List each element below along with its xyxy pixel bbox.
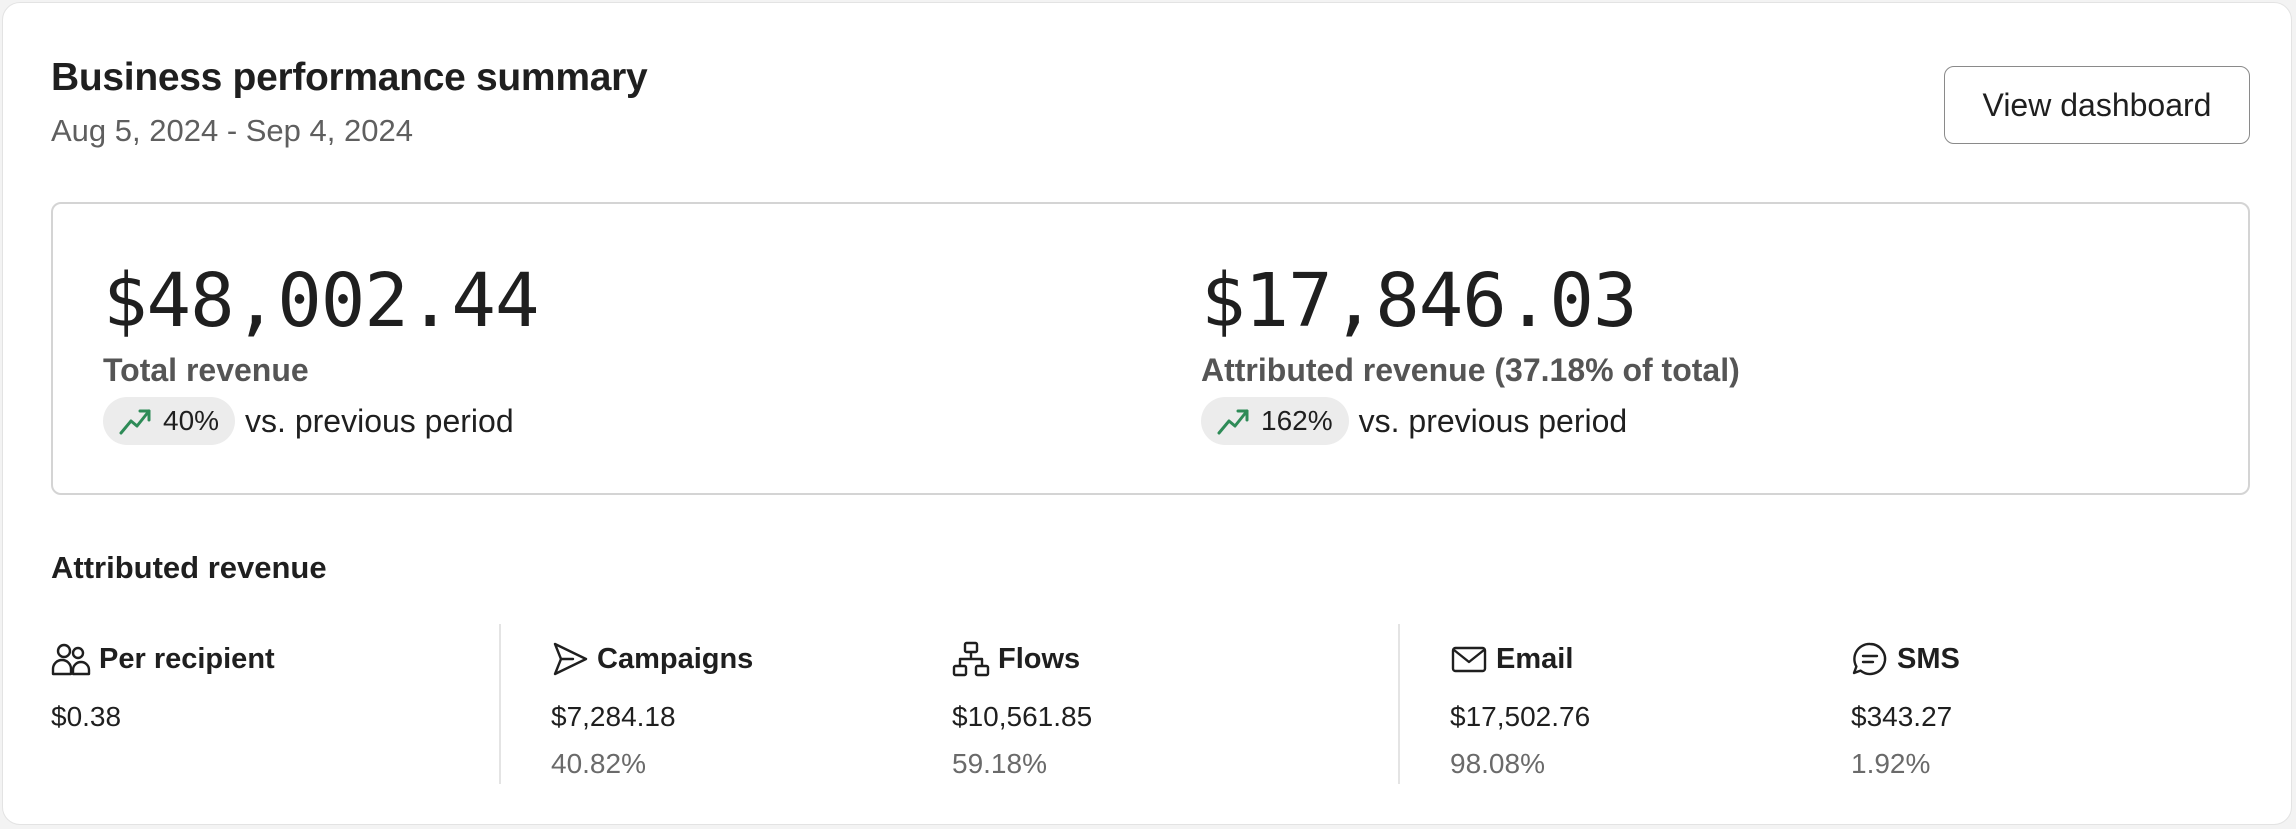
- change-suffix: vs. previous period: [1358, 402, 1628, 439]
- message-icon: [1852, 642, 1887, 676]
- trending-up-icon: [119, 409, 151, 435]
- change-suffix: vs. previous period: [245, 402, 514, 439]
- page-title: Business performance summary: [51, 56, 648, 99]
- stat-percent: 1.92%: [1851, 748, 1931, 779]
- stat-percent: 98.08%: [1450, 748, 1545, 779]
- stat-percent: 40.82%: [551, 748, 646, 779]
- stat-value: $7,284.18: [551, 701, 676, 732]
- date-range: Aug 5, 2024 - Sep 4, 2024: [51, 113, 413, 148]
- divider: [1398, 624, 1400, 784]
- stat-label: Email: [1496, 642, 1574, 675]
- total-revenue-value: $48,002.44: [103, 258, 540, 344]
- total-revenue-label: Total revenue: [103, 352, 309, 388]
- trending-up-icon: [1217, 409, 1249, 435]
- stat-value: $343.27: [1851, 701, 1953, 732]
- change-percent: 40%: [163, 405, 220, 436]
- change-badge: 162%: [1201, 397, 1349, 445]
- total-revenue-change: 40% vs. previous period: [103, 397, 514, 445]
- stat-campaigns: Campaigns $7,284.18 40.82%: [551, 639, 754, 780]
- stat-flows: Flows $10,561.85 59.18%: [952, 639, 1092, 779]
- change-badge: 40%: [103, 397, 236, 445]
- stat-email: Email $17,502.76 98.08%: [1450, 639, 1590, 780]
- stat-value: $10,561.85: [952, 701, 1093, 732]
- divider: [499, 624, 501, 784]
- attributed-revenue-change: 162% vs. previous period: [1201, 397, 1627, 445]
- users-icon: [51, 643, 91, 676]
- attributed-revenue-heading: Attributed revenue: [51, 550, 327, 585]
- stat-sms: SMS $343.27 1.92%: [1851, 639, 1960, 780]
- attributed-revenue-label: Attributed revenue (37.18% of total): [1201, 352, 1740, 388]
- stat-per-recipient: Per recipient $0.38: [51, 639, 275, 733]
- change-percent: 162%: [1261, 405, 1333, 436]
- revenue-summary-box: $48,002.44 Total revenue 40% vs. previou…: [51, 202, 2250, 495]
- mail-icon: [1451, 646, 1487, 673]
- view-dashboard-button[interactable]: View dashboard: [1944, 66, 2250, 144]
- stat-value: $17,502.76: [1450, 701, 1591, 732]
- stat-label: Campaigns: [597, 642, 754, 675]
- stat-label: SMS: [1897, 642, 1960, 675]
- stat-label: Flows: [998, 642, 1081, 675]
- send-icon: [553, 642, 588, 676]
- stat-value: $0.38: [51, 701, 122, 732]
- stat-percent: 59.18%: [952, 748, 1047, 779]
- stat-label: Per recipient: [99, 642, 275, 675]
- attributed-revenue-value: $17,846.03: [1201, 258, 1638, 344]
- flow-icon: [952, 641, 990, 677]
